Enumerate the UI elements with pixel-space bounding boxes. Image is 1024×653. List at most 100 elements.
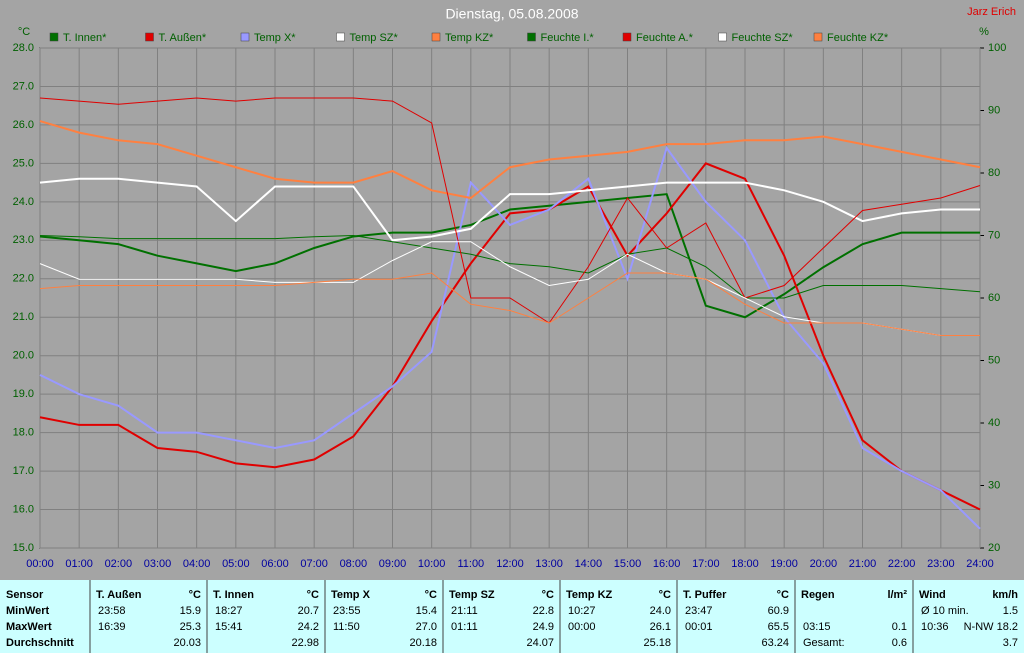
y2-tick-label: 100 [988, 42, 1006, 54]
legend-label: Feuchte KZ* [827, 32, 889, 44]
cell: 63.24 [761, 637, 789, 649]
cell: 15.4 [416, 605, 437, 617]
group-unit: °C [189, 589, 201, 601]
legend-label: Feuchte SZ* [732, 32, 794, 44]
row-label: MinWert [6, 605, 50, 617]
cell: 20.18 [409, 637, 437, 649]
group-unit: l/m² [887, 589, 907, 601]
legend-swatch [527, 32, 536, 42]
y-tick-label: 23.0 [13, 234, 34, 246]
x-tick-label: 05:00 [222, 558, 250, 570]
cell: 00:00 [568, 621, 596, 633]
row-label: Sensor [6, 589, 44, 601]
stats-table [0, 580, 1024, 653]
y-tick-label: 19.0 [13, 388, 34, 400]
cell: 26.1 [650, 621, 671, 633]
y2-tick-label: 90 [988, 104, 1000, 116]
legend-swatch [336, 32, 345, 42]
legend-swatch [431, 32, 441, 42]
x-tick-label: 09:00 [379, 558, 407, 570]
y2-tick-label: 70 [988, 229, 1000, 241]
chart-title: Dienstag, 05.08.2008 [445, 6, 578, 22]
group-unit: °C [425, 589, 437, 601]
cell: 27.0 [416, 621, 437, 633]
cell: 24.07 [526, 637, 554, 649]
series-line [39, 177, 980, 242]
x-tick-label: 20:00 [810, 558, 838, 570]
cell: Ø 10 min. [921, 605, 969, 617]
y2-tick-label: 40 [988, 417, 1000, 429]
x-tick-label: 23:00 [927, 558, 955, 570]
y-tick-label: 17.0 [13, 465, 34, 477]
series-line [39, 97, 981, 324]
x-tick-label: 22:00 [888, 558, 916, 570]
legend-label: Feuchte I.* [541, 32, 595, 44]
y-tick-label: 20.0 [13, 350, 34, 362]
cell: 15.9 [180, 605, 201, 617]
group-unit: °C [307, 589, 319, 601]
cell: 23:47 [685, 605, 713, 617]
cell: 21:11 [451, 605, 478, 617]
x-tick-label: 06:00 [261, 558, 289, 570]
cell: 20.7 [298, 605, 319, 617]
group-unit: °C [777, 589, 789, 601]
cell: 24.0 [650, 605, 671, 617]
group-name: T. Puffer [683, 589, 727, 601]
cell: 3.7 [1003, 637, 1018, 649]
y-tick-label: 16.0 [13, 503, 34, 515]
series-line [39, 162, 981, 511]
legend-label: Temp KZ* [445, 32, 494, 44]
x-tick-label: 12:00 [496, 558, 524, 570]
cell: 15:41 [215, 621, 243, 633]
x-tick-label: 07:00 [300, 558, 328, 570]
y2-axis-label: % [979, 26, 989, 38]
group-name: Wind [919, 589, 946, 601]
cell: 11:50 [333, 621, 360, 633]
cell: 16:39 [98, 621, 126, 633]
legend-swatch [49, 32, 59, 42]
series-line [39, 120, 981, 200]
cell: 03:15 [803, 621, 831, 633]
legend-label: T. Außen* [159, 32, 207, 44]
x-tick-label: 04:00 [183, 558, 211, 570]
x-tick-label: 19:00 [770, 558, 798, 570]
y2-tick-label: 60 [988, 292, 1000, 304]
y-tick-label: 27.0 [13, 80, 34, 92]
cell: 0.6 [892, 637, 907, 649]
row-label: Durchschnitt [6, 637, 74, 649]
x-tick-label: 13:00 [535, 558, 563, 570]
group-name: T. Außen [96, 589, 142, 601]
cell: N-NW 18.2 [964, 621, 1018, 633]
cell: 60.9 [768, 605, 789, 617]
series-line [39, 145, 981, 530]
legend-swatch [240, 32, 250, 42]
author: Jarz Erich [967, 6, 1016, 18]
x-tick-label: 14:00 [575, 558, 603, 570]
legend-label: Feuchte A.* [636, 32, 694, 44]
cell: 23:55 [333, 605, 361, 617]
cell: Gesamt: [803, 637, 845, 649]
x-tick-label: 18:00 [731, 558, 759, 570]
y-tick-label: 21.0 [13, 311, 34, 323]
series-line [39, 272, 980, 336]
cell: 20.03 [173, 637, 201, 649]
group-unit: km/h [992, 589, 1018, 601]
x-tick-label: 00:00 [26, 558, 54, 570]
x-tick-label: 08:00 [340, 558, 368, 570]
cell: 65.5 [768, 621, 789, 633]
legend-label: T. Innen* [63, 32, 107, 44]
legend-swatch [145, 32, 154, 42]
cell: 1.5 [1003, 605, 1018, 617]
legend-swatch [813, 32, 823, 42]
y-axis-label: °C [18, 26, 30, 38]
y2-tick-label: 20 [988, 542, 1000, 554]
y-tick-label: 18.0 [13, 427, 34, 439]
group-name: Temp KZ [566, 589, 613, 601]
cell: 23:58 [98, 605, 126, 617]
series-line [39, 234, 981, 299]
group-unit: °C [542, 589, 554, 601]
cell: 24.2 [298, 621, 319, 633]
legend-label: Temp SZ* [350, 32, 399, 44]
cell: 24.9 [533, 621, 554, 633]
